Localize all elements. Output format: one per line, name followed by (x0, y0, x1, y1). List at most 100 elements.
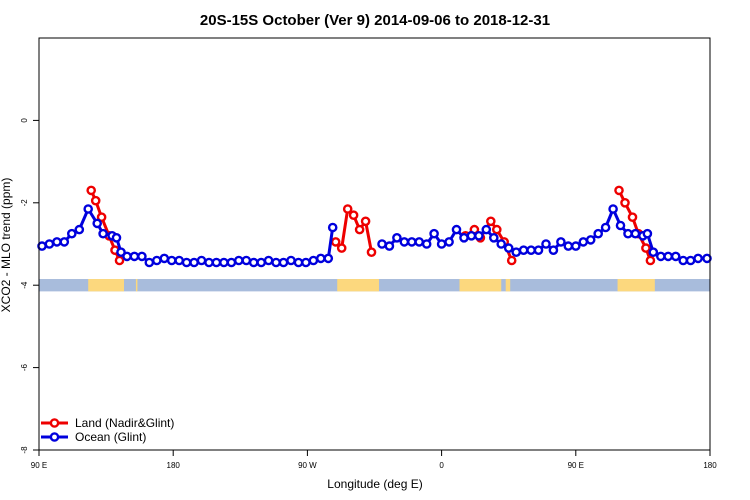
data-point (256, 257, 267, 268)
data-point (459, 232, 469, 243)
data-point (399, 237, 410, 247)
data-point (248, 257, 259, 268)
data-point (59, 237, 70, 247)
data-point (414, 237, 425, 247)
data-point (336, 243, 347, 253)
data-point (533, 245, 544, 255)
y-axis: -8 -6 -4 -2 0 (20, 118, 39, 454)
y-tick-label: -8 (20, 446, 29, 454)
land-band (459, 279, 502, 292)
data-point (44, 239, 55, 249)
data-point (436, 239, 447, 249)
legend-label: Land (Nadir&Glint) (75, 416, 174, 430)
data-point (620, 197, 630, 208)
data-point (421, 239, 432, 249)
data-point (693, 253, 703, 264)
data-point (233, 255, 244, 266)
data-point (541, 239, 551, 249)
data-point (114, 255, 125, 266)
data-point (444, 237, 454, 247)
data-point (406, 237, 417, 247)
legend-marker (49, 418, 60, 428)
series-ocean (37, 204, 712, 268)
x-tick-label: 90 E (31, 461, 47, 470)
data-point (96, 212, 107, 222)
data-point (90, 195, 101, 206)
data-point (263, 255, 274, 266)
data-point (645, 255, 656, 266)
data-point (702, 253, 712, 264)
data-point (585, 235, 596, 245)
data-point (271, 257, 281, 268)
data-point (301, 257, 311, 268)
data-point (116, 247, 126, 257)
data-point (485, 216, 496, 227)
data-point (429, 228, 439, 239)
data-point (204, 257, 214, 268)
data-point (144, 257, 155, 268)
data-point (196, 255, 207, 266)
series-layer (37, 185, 712, 268)
series-line (41, 207, 335, 264)
data-point (503, 243, 514, 253)
data-point (92, 218, 102, 229)
data-point (151, 255, 162, 266)
data-point (241, 255, 252, 266)
chart-title: 20S-15S October (Ver 9) 2014-09-06 to 20… (200, 12, 550, 29)
data-point (678, 255, 689, 266)
data-point (670, 251, 681, 262)
data-point (488, 232, 499, 243)
data-point (548, 245, 559, 255)
data-point (556, 237, 566, 247)
data-point (578, 237, 589, 247)
x-axis-label: Longitude (deg E) (327, 477, 422, 491)
data-point (563, 241, 574, 251)
y-tick-label: -6 (20, 363, 29, 371)
data-point (466, 230, 477, 241)
data-point (648, 247, 659, 257)
data-point (278, 257, 289, 268)
data-point (211, 257, 222, 268)
legend-marker (49, 432, 60, 442)
x-tick-label: 90 W (298, 461, 317, 470)
data-point (663, 251, 674, 262)
data-point (122, 251, 132, 262)
data-point (630, 228, 641, 239)
data-point (496, 239, 507, 249)
data-point (323, 253, 334, 264)
legend-entry: Land (Nadir&Glint) (41, 416, 174, 430)
data-point (656, 251, 666, 262)
data-point (593, 228, 604, 239)
land-ocean-mask (39, 279, 710, 292)
y-tick-label: 0 (20, 118, 29, 123)
data-point (518, 245, 529, 255)
data-point (174, 255, 184, 266)
x-tick-label: 0 (439, 461, 444, 470)
data-point (360, 216, 371, 227)
data-point (293, 257, 304, 268)
data-point (642, 228, 653, 239)
data-point (451, 224, 462, 235)
land-band (505, 279, 511, 292)
data-point (52, 237, 62, 247)
data-point (348, 210, 359, 220)
x-axis: 90 E 180 90 W 0 90 E 180 (31, 450, 717, 470)
data-point (342, 204, 353, 214)
data-point (327, 222, 338, 233)
series-land (86, 185, 656, 266)
y-axis-label: XCO2 - MLO trend (ppm) (0, 178, 13, 313)
data-point (83, 204, 93, 214)
x-tick-label: 90 E (568, 461, 584, 470)
data-point (219, 257, 229, 268)
data-point (166, 255, 177, 266)
data-point (491, 224, 502, 235)
data-point (384, 241, 395, 251)
data-point (159, 253, 170, 264)
legend-label: Ocean (Glint) (75, 430, 146, 444)
data-point (98, 228, 108, 239)
data-point (377, 239, 387, 249)
data-point (506, 255, 517, 266)
data-point (67, 228, 77, 239)
x-tick-label: 180 (167, 461, 181, 470)
